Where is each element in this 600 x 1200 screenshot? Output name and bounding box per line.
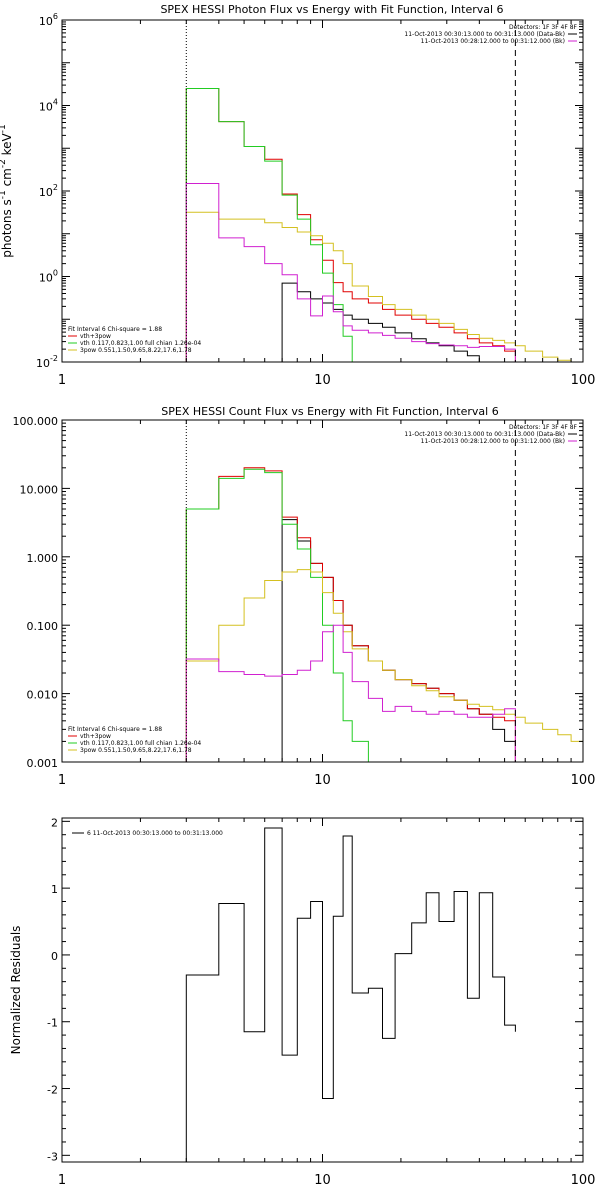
legend-residual-label: 6 11-Oct-2013 00:30:13.000 to 00:31:13.0… (87, 830, 223, 837)
x-tick-label: 10 (314, 1173, 331, 1188)
x-tick-label: 1 (58, 373, 66, 388)
y-tick-label: 0.100 (27, 620, 59, 633)
y-tick-label: 106 (39, 12, 58, 28)
legend-fit-label: 3pow 0.551,1.50,9.65,8.22,17.6,1.78 (80, 347, 192, 354)
y-tick-label: 0.001 (27, 757, 59, 770)
count-flux-panel: SPEX HESSI Count Flux vs Energy with Fit… (13, 405, 596, 788)
photon-flux-panel: SPEX HESSI Photon Flux vs Energy with Fi… (0, 3, 595, 388)
legend-entry-label: 11-Oct-2013 00:30:13.000 to 00:31:13.000… (404, 431, 565, 438)
series-green-line (185, 88, 369, 362)
y-tick-label: -2 (47, 1084, 58, 1097)
photon-flux-plot: 1 10 100 10-2 100 102 104 106 photons s-1 cm-2 k… (0, 12, 595, 388)
residuals-plot: 1 10 100 -3 -2 -1 0 1 2 Normalized Residuals 6 11-… (9, 816, 595, 1188)
series-yellow-line (185, 569, 583, 762)
y-tick-label: 1.000 (27, 552, 59, 565)
legend-entry-label: 11-Oct-2013 00:28:12.000 to 00:31:12.000… (421, 38, 565, 45)
residuals-panel: 1 10 100 -3 -2 -1 0 1 2 Normalized Residuals 6 11-… (9, 816, 595, 1188)
legend-fit-label: 3pow 0.551,1.50,9.65,8.22,17.6,1.78 (80, 747, 192, 754)
series-red-line (185, 88, 516, 362)
legend-fit-label: vth+3pow (80, 333, 111, 340)
series-group (185, 467, 583, 762)
y-tick-label: 0 (51, 950, 58, 963)
legend-entry-label: 11-Oct-2013 00:30:13.000 to 00:31:13.000… (404, 31, 565, 38)
legend-fit-header: Fit Interval 6 Chi-square = 1.88 (68, 326, 162, 333)
legend-fit-label: vth 0.117,0.823,1.00 full chian 1.26e-04 (80, 340, 201, 347)
legend-fit-label: vth+3pow (80, 733, 111, 740)
y-tick-label: -1 (47, 1017, 58, 1030)
count-flux-title: SPEX HESSI Count Flux vs Energy with Fit… (161, 405, 498, 418)
y-tick-label: 100.000 (13, 415, 59, 428)
series-group (185, 827, 516, 1162)
y-tick-label: 102 (39, 183, 58, 199)
legend-detectors: Detectors: 1F 3F 4F 8F (509, 24, 578, 31)
y-tick-label: 10.000 (20, 483, 59, 496)
series-green-line (185, 468, 369, 762)
legend-fit-label: vth 0.117,0.823,1.00 full chian 1.26e-04 (80, 740, 201, 747)
y-tick-label: 10-2 (36, 354, 58, 370)
x-tick-label: 1 (58, 1173, 66, 1188)
x-tick-label: 10 (314, 773, 331, 788)
legend-entry-label: 11-Oct-2013 00:28:12.000 to 00:31:12.000… (421, 438, 565, 445)
x-tick-label: 10 (314, 373, 331, 388)
legend-fit-header: Fit Interval 6 Chi-square = 1.88 (68, 726, 162, 733)
y-tick-label: 1 (51, 883, 58, 896)
y-axis-label: photons s-1 cm-2 keV-1 (0, 124, 14, 258)
y-tick-label: 104 (39, 98, 58, 114)
y-tick-label: -3 (47, 1150, 58, 1163)
photon-flux-title: SPEX HESSI Photon Flux vs Energy with Fi… (160, 3, 503, 16)
series-magenta-line (185, 624, 516, 762)
y-tick-label: 0.010 (27, 689, 59, 702)
x-tick-label: 100 (571, 373, 596, 388)
x-tick-label: 1 (58, 773, 66, 788)
x-tick-label: 100 (571, 1173, 596, 1188)
y-tick-label: 2 (51, 816, 58, 829)
y-tick-label: 100 (39, 269, 58, 285)
series-magenta-line (185, 183, 516, 362)
x-tick-label: 100 (571, 773, 596, 788)
series-black-line (281, 282, 516, 362)
series-black-line (185, 827, 516, 1162)
y-axis-label: Normalized Residuals (9, 926, 23, 1055)
legend-detectors: Detectors: 1F 3F 4F 8F (509, 424, 578, 431)
count-flux-plot: 1 10 100 0.001 0.010 0.100 1.000 10.000 100.000 D… (13, 415, 596, 788)
